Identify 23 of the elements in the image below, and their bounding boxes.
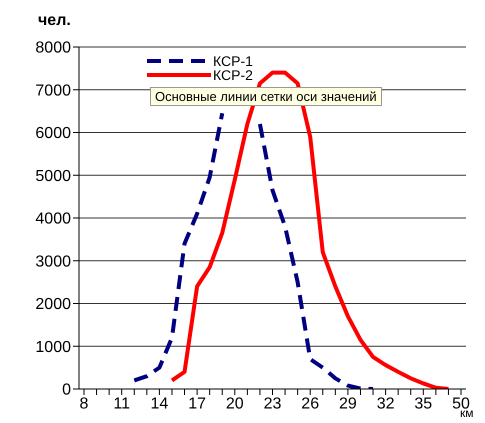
x-tick-label: 20 bbox=[226, 395, 244, 412]
x-tick-label: 29 bbox=[339, 395, 357, 412]
annotation: Основные линии сетки оси значений bbox=[150, 87, 382, 106]
y-tick-label: 3000 bbox=[35, 253, 72, 270]
y-tick-label: 6000 bbox=[35, 125, 72, 142]
x-tick-label: 8 bbox=[80, 395, 89, 412]
x-tick-label: 32 bbox=[376, 395, 395, 412]
y-tick-label: 4000 bbox=[35, 210, 72, 228]
legend-label: КСР-1 bbox=[213, 53, 253, 69]
x-tick-label: 35 bbox=[414, 395, 432, 412]
x-tick-label: 17 bbox=[188, 395, 206, 412]
x-tick-label: 23 bbox=[264, 395, 282, 412]
y-tick-label: 0 bbox=[62, 382, 72, 399]
legend-label: КСР-2 bbox=[213, 67, 253, 83]
y-tick-label: 1000 bbox=[35, 338, 72, 356]
y-tick-label: 2000 bbox=[35, 296, 72, 314]
y-axis-title: чел. bbox=[38, 12, 71, 30]
x-tick-label: 14 bbox=[150, 395, 168, 412]
y-tick-label: 7000 bbox=[35, 82, 72, 100]
x-tick-label: 26 bbox=[301, 395, 320, 412]
x-tick-label: 11 bbox=[113, 395, 130, 412]
y-tick-label: 5000 bbox=[35, 168, 72, 185]
y-tick-label: 8000 bbox=[35, 40, 72, 57]
